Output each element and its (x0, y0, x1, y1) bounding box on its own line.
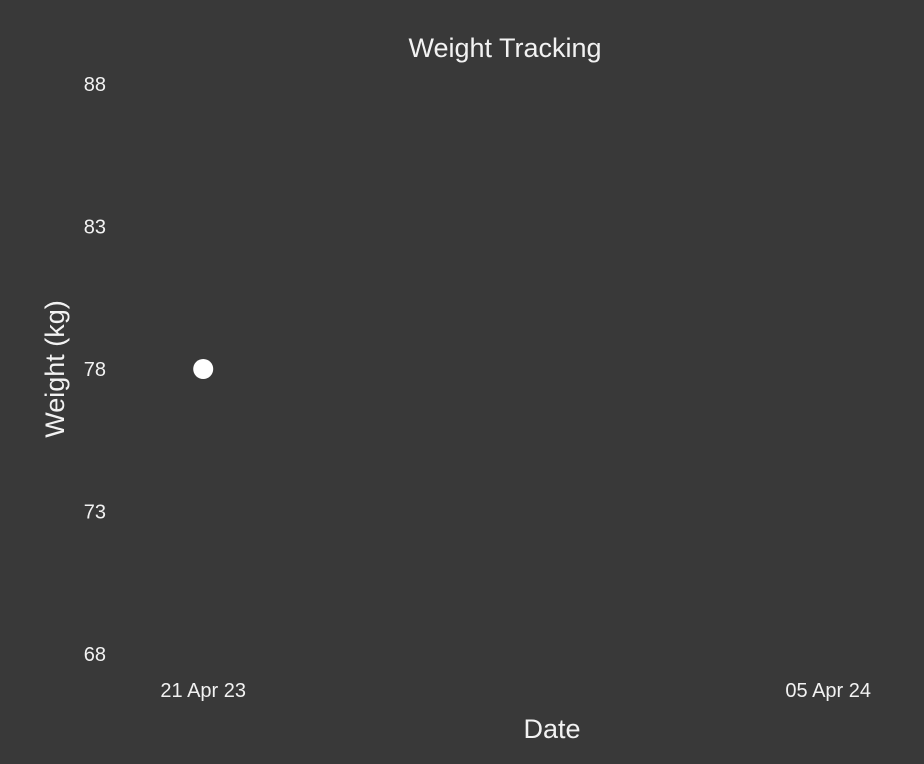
x-axis-label: Date (523, 714, 580, 744)
y-tick-label: 88 (84, 74, 106, 96)
data-points (193, 359, 214, 379)
y-tick-label: 68 (84, 644, 106, 666)
y-tick-label: 73 (84, 502, 106, 524)
chart-title: Weight Tracking (408, 33, 601, 63)
y-axis-ticks: 68 73 78 83 88 (84, 74, 106, 666)
y-tick-label: 83 (84, 217, 106, 239)
x-tick-label: 21 Apr 23 (160, 680, 246, 702)
y-axis-label: Weight (kg) (40, 300, 70, 438)
y-tick-label: 78 (84, 359, 106, 381)
x-tick-label: 05 Apr 24 (785, 680, 871, 702)
x-axis-ticks: 21 Apr 23 05 Apr 24 (160, 680, 871, 702)
data-point (193, 359, 214, 379)
